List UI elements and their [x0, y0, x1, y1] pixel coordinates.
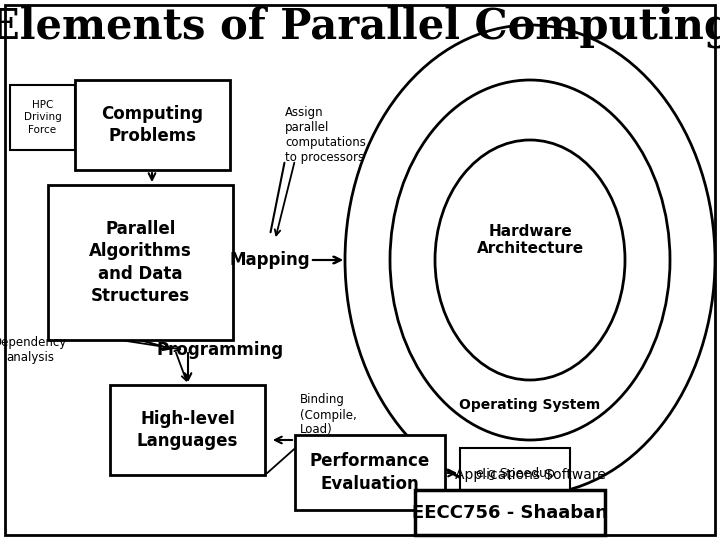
Text: Operating System: Operating System	[459, 398, 600, 412]
Ellipse shape	[345, 25, 715, 495]
Bar	[415, 490, 605, 535]
Bar	[295, 435, 445, 510]
Ellipse shape	[390, 80, 670, 440]
Text: Binding
(Compile,
Load): Binding (Compile, Load)	[300, 394, 356, 436]
Bar	[110, 385, 265, 475]
Text: Assign
parallel
computations
to processors: Assign parallel computations to processo…	[285, 106, 366, 164]
Text: HPC
Driving
Force: HPC Driving Force	[24, 100, 61, 135]
Text: Elements of Parallel Computing: Elements of Parallel Computing	[0, 6, 720, 48]
Text: Dependency
analysis: Dependency analysis	[0, 336, 67, 364]
Text: Hardware
Architecture: Hardware Architecture	[477, 224, 584, 256]
Bar	[48, 185, 233, 340]
Text: e.g Speedup: e.g Speedup	[476, 467, 554, 480]
Text: High-level
Languages: High-level Languages	[137, 410, 238, 450]
Bar	[460, 448, 570, 498]
Ellipse shape	[435, 140, 625, 380]
Text: Applications Software: Applications Software	[454, 468, 606, 482]
Text: Parallel
Algorithms
and Data
Structures: Parallel Algorithms and Data Structures	[89, 220, 192, 305]
Text: EECC756 - Shaaban: EECC756 - Shaaban	[412, 503, 608, 522]
Text: Mapping: Mapping	[230, 251, 310, 269]
Text: Performance
Evaluation: Performance Evaluation	[310, 453, 430, 492]
Bar	[10, 85, 75, 150]
Text: Computing
Problems: Computing Problems	[102, 105, 204, 145]
Bar	[75, 80, 230, 170]
Text: Programming: Programming	[156, 341, 284, 359]
